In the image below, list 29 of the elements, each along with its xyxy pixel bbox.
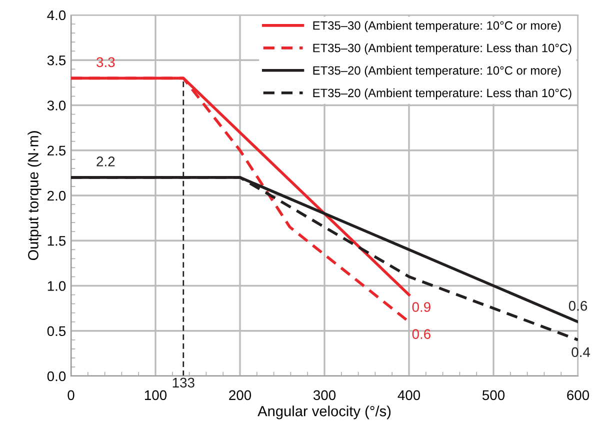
- y-tick-label: 2.0: [48, 190, 66, 201]
- y-tick-label: 2.5: [48, 146, 66, 156]
- legend-label: ET35–30 (Ambient temperature: Less than 10°C): [313, 43, 572, 55]
- data-label: 0.6: [412, 329, 430, 339]
- ref-line-label: 133: [172, 378, 194, 388]
- data-label: 3.3: [96, 57, 115, 68]
- x-tick-label: 300: [313, 390, 336, 400]
- y-tick-label: 1.0: [48, 281, 66, 291]
- y-tick-label: 0.0: [47, 371, 66, 382]
- legend-label: ET35–20 (Ambient temperature: 10°C or more): [313, 66, 561, 78]
- data-label: 0.4: [572, 347, 590, 358]
- y-tick-label: 3.5: [47, 55, 66, 66]
- y-axis-title: Output torque (N·m): [28, 131, 42, 260]
- data-label: 0.9: [412, 302, 430, 312]
- legend-label: ET35–20 (Ambient temperature: Less than 10°C): [313, 88, 572, 100]
- y-tick-label: 1.5: [48, 236, 66, 246]
- legend-label: ET35–30 (Ambient temperature: 10°C or more): [313, 20, 561, 32]
- data-label: 2.2: [96, 156, 115, 166]
- x-tick-label: 400: [398, 390, 420, 400]
- x-tick-label: 100: [144, 390, 167, 400]
- x-tick-label: 200: [229, 390, 252, 400]
- y-tick-label: 0.5: [47, 326, 66, 336]
- y-tick-label: 3.0: [47, 100, 66, 110]
- data-label: 0.6: [568, 300, 588, 311]
- y-tick-label: 4.0: [47, 10, 66, 20]
- x-axis-title: Angular velocity (°/s): [258, 406, 391, 420]
- x-tick-label: 500: [482, 390, 505, 400]
- x-tick-label: 0: [68, 390, 74, 400]
- x-tick-label: 600: [567, 390, 590, 400]
